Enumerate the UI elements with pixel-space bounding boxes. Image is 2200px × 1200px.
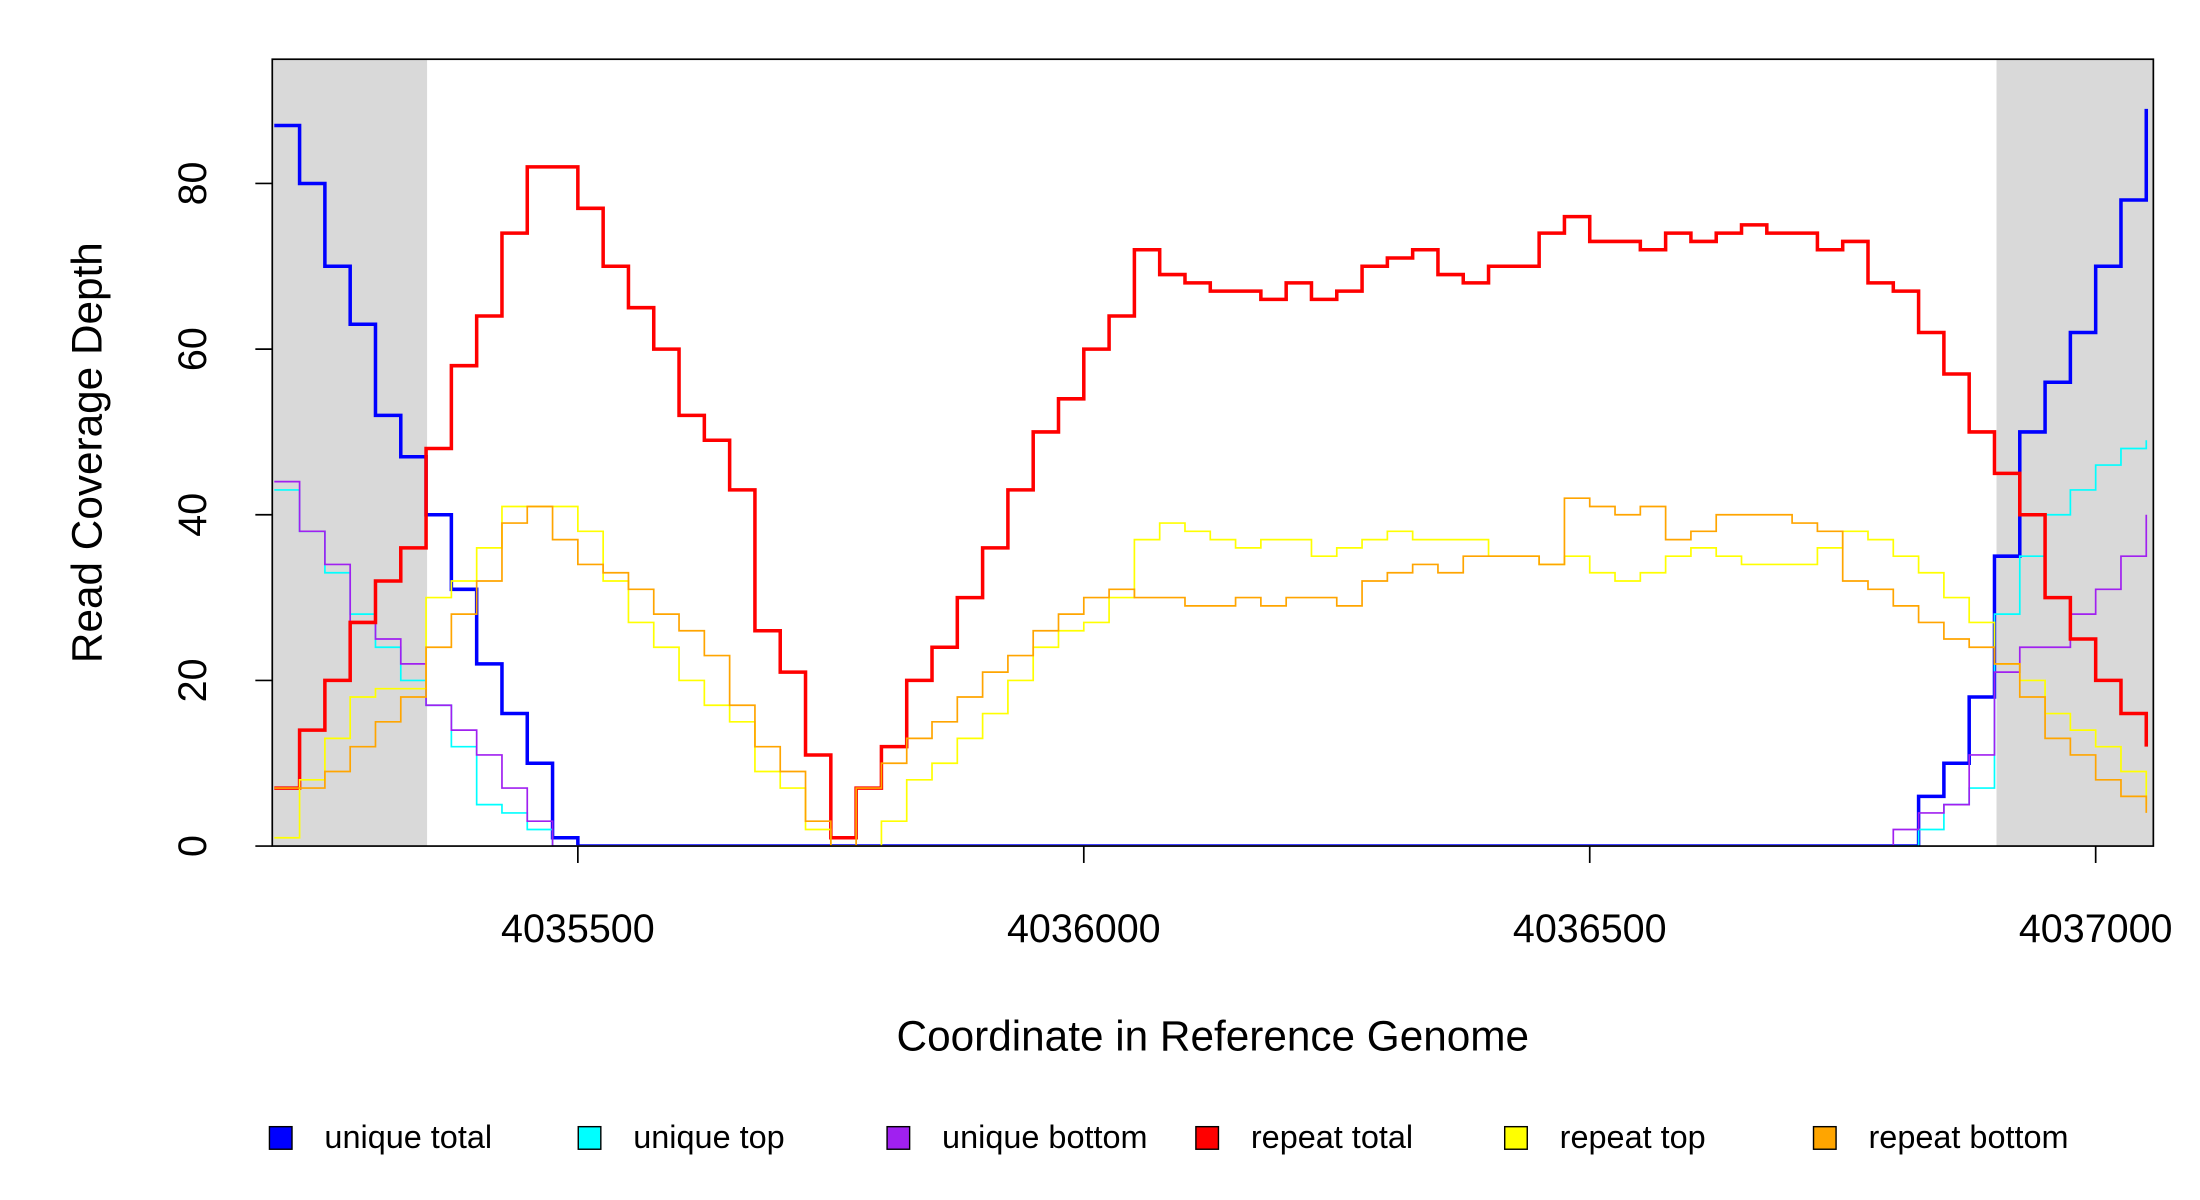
legend-swatch [1812,1125,1837,1150]
legend-swatch [268,1125,293,1150]
series-line [274,497,2148,847]
legend-swatch [886,1125,911,1150]
lines-layer [274,108,2149,847]
plot-box [271,58,2155,847]
legend-swatch [1195,1125,1220,1150]
y-tick-label: 40 [171,493,215,537]
x-tick-label: 4036000 [1007,907,1161,951]
y-tick-label: 20 [171,658,215,702]
series-line [274,505,2148,847]
series-line [274,480,2148,847]
y-tick-label: 60 [171,327,215,371]
y-tick-label: 0 [171,835,215,857]
legend-label: unique total [324,1119,492,1155]
legend-label: unique bottom [942,1119,1147,1155]
series-line [274,108,2149,847]
shaded-layer [272,59,2154,847]
x-axis-title: Coordinate in Reference Genome [897,1013,1529,1060]
legend-swatch [1503,1125,1528,1150]
y-tick-label: 80 [171,162,215,206]
legend-label: repeat total [1251,1119,1413,1155]
legend-swatch [577,1125,602,1150]
y-axis-title: Read Coverage Depth [64,242,111,663]
legend-label: unique top [633,1119,784,1155]
x-tick-label: 4036500 [1513,907,1667,951]
x-tick-label: 4035500 [501,907,655,951]
series-line [274,165,2149,840]
x-tick-label: 4037000 [2019,907,2173,951]
legend-label: repeat top [1560,1119,1706,1155]
legend-label: repeat bottom [1869,1119,2069,1155]
series-line [274,440,2148,847]
